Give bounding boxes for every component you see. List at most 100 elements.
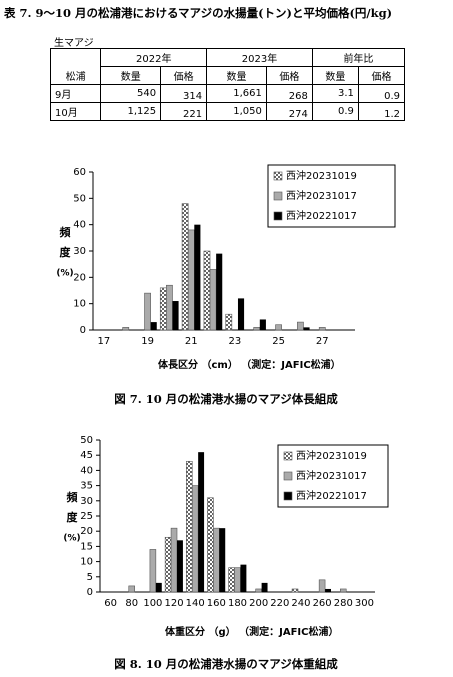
column-header: 価格 bbox=[265, 66, 313, 85]
cell: 3.1 bbox=[311, 84, 359, 103]
x-tick-label: 280 bbox=[334, 598, 353, 609]
table-title: 表 7. 9～10 月の松浦港におけるマアジの水揚量(トン)と平均価格(円/kg… bbox=[4, 6, 393, 20]
data-row: 10月 1,125 221 1,050 274 0.9 1.2 bbox=[49, 102, 406, 121]
y-tick-label: 10 bbox=[80, 557, 93, 568]
bar bbox=[318, 579, 326, 593]
bar bbox=[203, 250, 211, 331]
legend-swatch bbox=[283, 471, 293, 481]
bar bbox=[191, 485, 199, 593]
x-tick-label: 19 bbox=[141, 336, 154, 347]
y-tick-label: 50 bbox=[73, 193, 86, 204]
chart: 0 10 20 30 40 50 60 17 19 21 23 25 27 西沖20231019 西沖202… bbox=[56, 164, 396, 406]
legend-label: 西沖20231017 bbox=[296, 469, 367, 482]
bar bbox=[291, 588, 299, 593]
y-tick-label: 35 bbox=[80, 481, 93, 492]
x-tick-label: 160 bbox=[207, 598, 226, 609]
y-axis-label: 頻 bbox=[67, 490, 78, 504]
x-tick-label: 80 bbox=[125, 598, 138, 609]
bar bbox=[170, 527, 178, 593]
bar bbox=[219, 528, 226, 592]
figure-caption: 図 8. 10 月の松浦港水揚のマアジ体重組成 bbox=[114, 657, 338, 671]
bar bbox=[122, 327, 130, 331]
x-tick-label: 300 bbox=[355, 598, 374, 609]
y-tick-label: 30 bbox=[73, 246, 86, 257]
legend-label: 西沖20231017 bbox=[286, 189, 357, 202]
cell: 274 bbox=[265, 102, 313, 121]
bar bbox=[144, 292, 151, 331]
legend-box bbox=[277, 444, 389, 508]
x-tick-label: 27 bbox=[316, 336, 329, 347]
figure-caption: 図 7. 10 月の松浦港水揚のマアジ体長組成 bbox=[114, 392, 338, 406]
legend-label: 西沖20221017 bbox=[296, 489, 367, 502]
legend-box bbox=[267, 164, 396, 228]
bar bbox=[209, 269, 217, 331]
cell: 268 bbox=[265, 84, 313, 103]
row-label: 9月 bbox=[49, 84, 102, 103]
header-row: 2022年 2023年 前年比 bbox=[49, 48, 406, 67]
table-caption: 生マアジ bbox=[54, 38, 94, 49]
cell: 1,050 bbox=[206, 102, 267, 121]
column-header: 数量 bbox=[311, 66, 359, 85]
x-axis-label: 体重区分 （g） （測定：JAFIC松浦） bbox=[165, 625, 338, 638]
bar bbox=[325, 588, 331, 592]
legend-swatch bbox=[283, 491, 293, 501]
x-tick-label: 220 bbox=[270, 598, 289, 609]
y-tick-label: 50 bbox=[80, 435, 93, 446]
row-header: 松浦 bbox=[49, 66, 102, 85]
column-header: 数量 bbox=[206, 66, 267, 85]
corner-cell bbox=[49, 48, 102, 67]
column-header: 価格 bbox=[160, 66, 208, 85]
cell: 0.9 bbox=[357, 84, 406, 103]
x-tick-label: 200 bbox=[249, 598, 268, 609]
y-tick-label: 5 bbox=[87, 572, 93, 583]
bar bbox=[237, 298, 245, 330]
x-tick-label: 240 bbox=[291, 598, 310, 609]
y-tick-label: 0 bbox=[80, 325, 86, 336]
x-tick-label: 180 bbox=[228, 598, 247, 609]
y-tick-label: 60 bbox=[73, 167, 86, 178]
cell: 540 bbox=[100, 84, 162, 103]
bar bbox=[318, 327, 326, 331]
legend-swatch bbox=[273, 191, 283, 201]
y-tick-label: 25 bbox=[80, 511, 93, 522]
x-tick-label: 120 bbox=[164, 598, 183, 609]
group-header: 2022年 bbox=[100, 48, 208, 67]
legend-label: 西沖20231019 bbox=[296, 449, 367, 462]
bar bbox=[253, 327, 261, 331]
y-axis-label: (%) bbox=[63, 534, 80, 544]
y-tick-label: 40 bbox=[73, 220, 86, 231]
bar bbox=[240, 564, 247, 592]
y-tick-label: 15 bbox=[80, 541, 93, 552]
cell: 1,125 bbox=[100, 102, 162, 121]
x-tick-label: 140 bbox=[186, 598, 205, 609]
x-axis-label: 体長区分 （cm） （測定：JAFIC松浦） bbox=[158, 358, 341, 371]
bar bbox=[194, 224, 201, 330]
data-row: 9月 540 314 1,661 268 3.1 0.9 bbox=[49, 84, 406, 103]
cell: 1.2 bbox=[357, 102, 406, 121]
x-tick-label: 60 bbox=[104, 598, 117, 609]
y-axis-label: 頻 bbox=[60, 225, 71, 239]
cell: 221 bbox=[160, 102, 208, 121]
y-axis-label: 度 bbox=[67, 510, 79, 524]
bar bbox=[172, 301, 179, 330]
x-tick-label: 23 bbox=[229, 336, 242, 347]
bar bbox=[340, 588, 347, 593]
bar bbox=[261, 582, 268, 592]
x-tick-label: 260 bbox=[313, 598, 332, 609]
bar bbox=[166, 284, 173, 331]
bar bbox=[255, 588, 262, 593]
y-tick-label: 0 bbox=[87, 587, 93, 598]
group-header: 前年比 bbox=[311, 48, 406, 67]
x-tick-label: 100 bbox=[143, 598, 162, 609]
x-tick-label: 17 bbox=[98, 336, 111, 347]
bar bbox=[164, 536, 172, 593]
x-tick-label: 21 bbox=[185, 336, 198, 347]
x-tick-label: 25 bbox=[272, 336, 285, 347]
y-tick-label: 20 bbox=[73, 272, 86, 283]
bar bbox=[213, 527, 220, 593]
legend-swatch bbox=[273, 171, 283, 181]
bar bbox=[177, 540, 183, 592]
legend-label: 西沖20221017 bbox=[286, 209, 357, 222]
legend-swatch bbox=[273, 211, 283, 221]
